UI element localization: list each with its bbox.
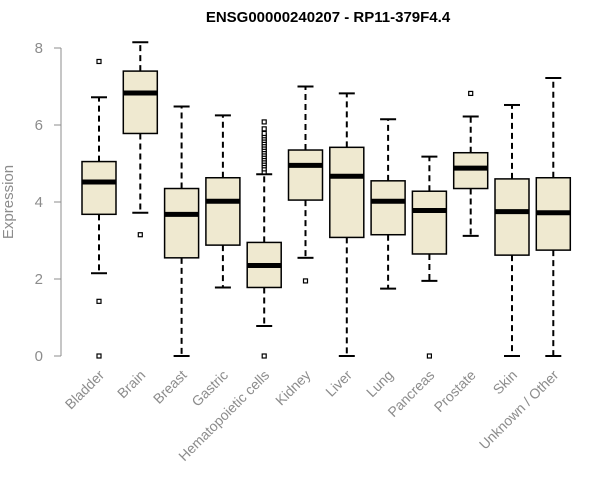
chart-title: ENSG00000240207 - RP11-379F4.4 [206, 9, 451, 26]
y-tick-label: 8 [35, 40, 43, 57]
x-tick-label: Lung [363, 367, 396, 400]
box-lung [370, 118, 406, 290]
y-axis-label: Expression [0, 165, 17, 239]
box-skin [494, 103, 530, 357]
box-bladder [81, 58, 117, 359]
x-tick-label: Skin [490, 367, 521, 398]
iqr-box [411, 190, 448, 255]
iqr-box [287, 149, 324, 201]
box-pancreas [411, 155, 448, 359]
box-kidney [287, 85, 324, 284]
outlier-point [137, 232, 143, 238]
iqr-box [163, 187, 200, 259]
x-tick-label: Kidney [272, 367, 314, 409]
iqr-box [370, 180, 406, 236]
y-tick-label: 0 [35, 348, 43, 365]
outlier-point [426, 353, 432, 359]
box-prostate [452, 90, 489, 237]
iqr-box [205, 176, 241, 246]
box-gastric [205, 114, 241, 289]
outlier-point [96, 298, 102, 304]
iqr-box [329, 146, 365, 239]
outlier-point [302, 278, 309, 284]
y-tick-label: 2 [35, 271, 43, 288]
x-tick-label: Bladder [62, 367, 108, 413]
box-liver [329, 92, 365, 357]
outlier-point [96, 58, 102, 65]
outlier-point [261, 126, 267, 132]
box-breast [163, 105, 200, 357]
outlier-point [468, 90, 474, 97]
x-tick-label: Prostate [431, 367, 479, 415]
x-tick-label: Breast [150, 367, 190, 407]
box-unknown-other [535, 77, 572, 357]
outlier-point [261, 353, 267, 359]
iqr-box [452, 151, 489, 190]
x-tick-label: Brain [114, 367, 148, 401]
x-tick-label: Liver [322, 367, 355, 400]
y-tick-label: 6 [35, 117, 43, 134]
outlier-point [96, 353, 102, 359]
y-tick-label: 4 [35, 194, 43, 211]
iqr-box [122, 70, 159, 135]
box-hematopoietic-cells [246, 119, 282, 359]
outlier-point [261, 119, 267, 125]
outlier-point [261, 130, 267, 137]
boxes-group [81, 41, 572, 359]
iqr-box [81, 160, 117, 216]
box-brain [122, 41, 159, 238]
iqr-box [494, 178, 530, 256]
y-axis: 0 2 4 6 8 [35, 40, 62, 365]
